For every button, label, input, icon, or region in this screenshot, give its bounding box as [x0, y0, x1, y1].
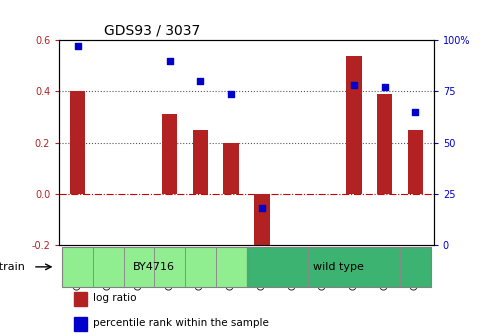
- Bar: [93, 247, 124, 287]
- Bar: [246, 247, 431, 287]
- Point: [258, 205, 266, 211]
- Bar: [193, 130, 208, 194]
- Bar: [185, 247, 216, 287]
- Text: percentile rank within the sample: percentile rank within the sample: [93, 318, 269, 328]
- Bar: [308, 247, 339, 287]
- Point: [412, 109, 420, 115]
- Bar: [62, 247, 93, 287]
- Text: GDS93 / 3037: GDS93 / 3037: [104, 24, 200, 38]
- Text: BY4716: BY4716: [134, 262, 176, 272]
- Bar: [216, 247, 246, 287]
- Point: [227, 91, 235, 96]
- Bar: [254, 194, 270, 263]
- Text: strain: strain: [0, 262, 26, 272]
- Bar: [74, 292, 87, 306]
- Bar: [377, 94, 392, 194]
- Bar: [154, 247, 185, 287]
- Bar: [400, 247, 431, 287]
- Bar: [246, 247, 277, 287]
- Point: [166, 58, 174, 64]
- Bar: [369, 247, 400, 287]
- Bar: [124, 247, 154, 287]
- Bar: [346, 56, 362, 194]
- Bar: [74, 317, 87, 331]
- Bar: [62, 247, 246, 287]
- Bar: [70, 91, 85, 194]
- Bar: [223, 142, 239, 194]
- Bar: [162, 115, 177, 194]
- Point: [73, 44, 81, 49]
- Bar: [339, 247, 369, 287]
- Text: log ratio: log ratio: [93, 293, 137, 303]
- Point: [197, 79, 205, 84]
- Text: wild type: wild type: [313, 262, 364, 272]
- Point: [381, 85, 388, 90]
- Bar: [277, 247, 308, 287]
- Bar: [408, 130, 423, 194]
- Point: [350, 83, 358, 88]
